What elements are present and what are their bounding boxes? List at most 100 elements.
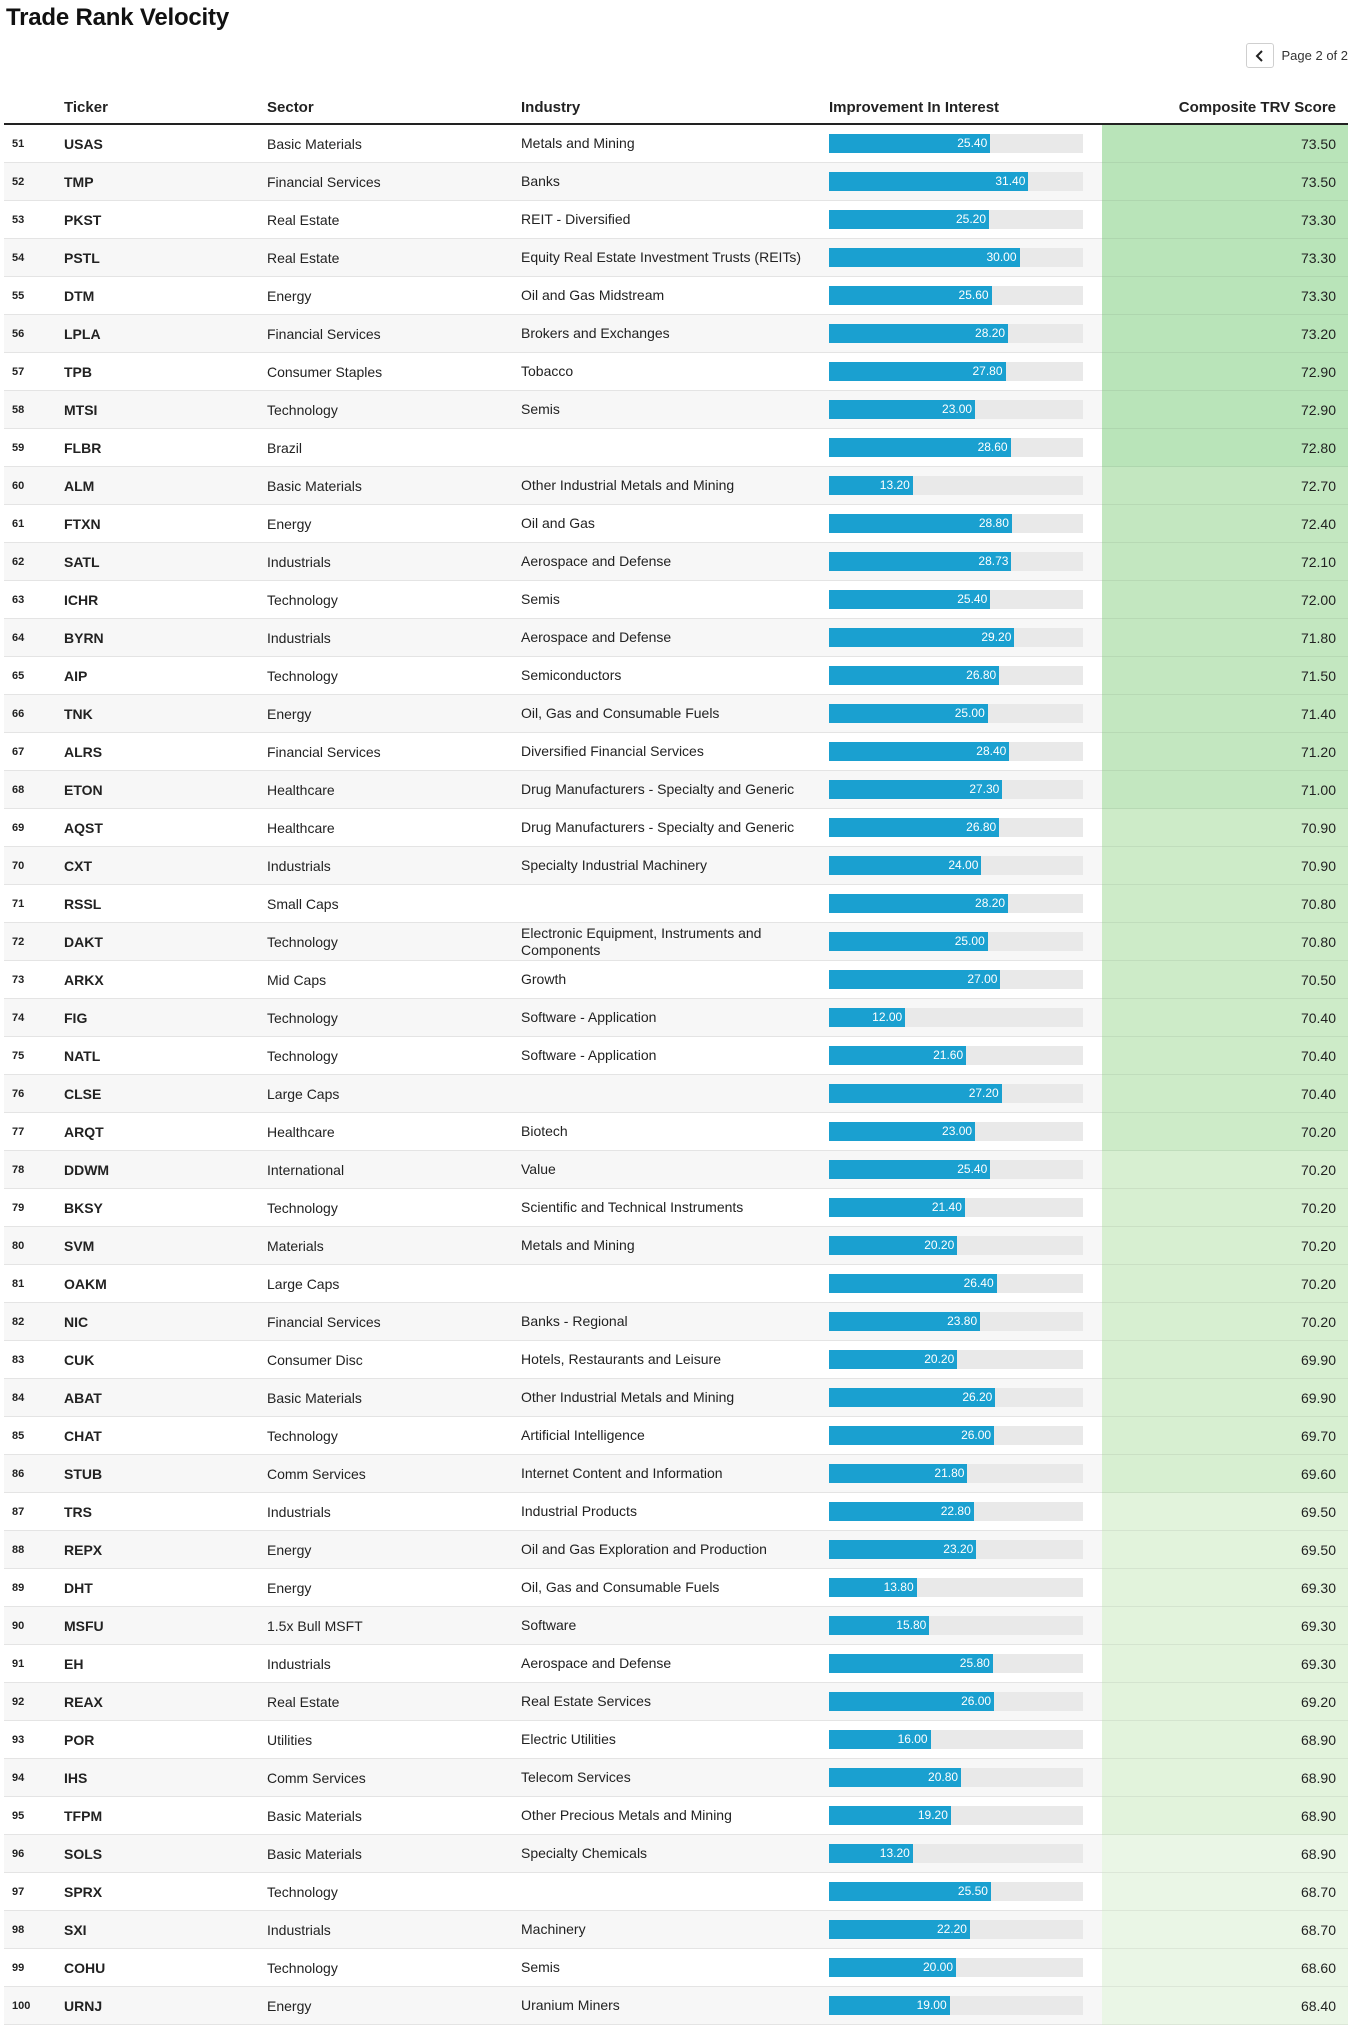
table-row[interactable]: 95 TFPM Basic Materials Other Precious Meta… [4, 1796, 1348, 1835]
table-row[interactable]: 66 TNK Energy Oil, Gas and Consumable Fuels… [4, 694, 1348, 733]
table-row[interactable]: 62 SATL Industrials Aerospace and Defense 28… [4, 542, 1348, 581]
ticker-cell[interactable]: BKSY [64, 1188, 267, 1227]
ticker-cell[interactable]: MSFU [64, 1606, 267, 1645]
ticker-cell[interactable]: DTM [64, 276, 267, 315]
ticker-cell[interactable]: MTSI [64, 390, 267, 429]
table-row[interactable]: 99 COHU Technology Semis 20.00 68.60 [4, 1948, 1348, 1987]
table-row[interactable]: 56 LPLA Financial Services Brokers and Exch… [4, 314, 1348, 353]
ticker-cell[interactable]: URNJ [64, 1986, 267, 2025]
table-row[interactable]: 93 POR Utilities Electric Utilities 16.00 68.… [4, 1720, 1348, 1759]
ticker-cell[interactable]: TFPM [64, 1796, 267, 1835]
table-row[interactable]: 76 CLSE Large Caps 27.20 70.40 [4, 1074, 1348, 1113]
table-row[interactable]: 94 IHS Comm Services Telecom Services 20.80 6… [4, 1758, 1348, 1797]
table-row[interactable]: 59 FLBR Brazil 28.60 72.80 [4, 428, 1348, 467]
table-row[interactable]: 79 BKSY Technology Scientific and Technical… [4, 1188, 1348, 1227]
table-row[interactable]: 81 OAKM Large Caps 26.40 70.20 [4, 1264, 1348, 1303]
table-row[interactable]: 87 TRS Industrials Industrial Products 22.80… [4, 1492, 1348, 1531]
column-header-ticker[interactable]: Ticker [64, 92, 267, 125]
ticker-cell[interactable]: CLSE [64, 1074, 267, 1113]
prev-page-button[interactable] [1245, 43, 1274, 68]
table-row[interactable]: 63 ICHR Technology Semis 25.40 72.00 [4, 580, 1348, 619]
ticker-cell[interactable]: STUB [64, 1454, 267, 1493]
ticker-cell[interactable]: ARKX [64, 960, 267, 999]
table-row[interactable]: 68 ETON Healthcare Drug Manufacturers - Spe… [4, 770, 1348, 809]
ticker-cell[interactable]: ABAT [64, 1378, 267, 1417]
table-row[interactable]: 92 REAX Real Estate Real Estate Services 26.… [4, 1682, 1348, 1721]
column-header-improvement[interactable]: Improvement In Interest [829, 92, 1102, 125]
ticker-cell[interactable]: REAX [64, 1682, 267, 1721]
ticker-cell[interactable]: CHAT [64, 1416, 267, 1455]
ticker-cell[interactable]: LPLA [64, 314, 267, 353]
ticker-cell[interactable]: NATL [64, 1036, 267, 1075]
column-header-score[interactable]: Composite TRV Score [1102, 92, 1348, 125]
table-row[interactable]: 53 PKST Real Estate REIT - Diversified 25.20… [4, 200, 1348, 239]
table-row[interactable]: 58 MTSI Technology Semis 23.00 72.90 [4, 390, 1348, 429]
table-row[interactable]: 89 DHT Energy Oil, Gas and Consumable Fuels… [4, 1568, 1348, 1607]
table-row[interactable]: 75 NATL Technology Software - Application 21… [4, 1036, 1348, 1075]
ticker-cell[interactable]: EH [64, 1644, 267, 1683]
table-row[interactable]: 85 CHAT Technology Artificial Intelligence 2… [4, 1416, 1348, 1455]
table-row[interactable]: 72 DAKT Technology Electronic Equipment, In… [4, 922, 1348, 961]
table-row[interactable]: 80 SVM Materials Metals and Mining 20.20 70.2… [4, 1226, 1348, 1265]
ticker-cell[interactable]: USAS [64, 124, 267, 163]
table-row[interactable]: 67 ALRS Financial Services Diversified Fina… [4, 732, 1348, 771]
table-row[interactable]: 70 CXT Industrials Specialty Industrial Mac… [4, 846, 1348, 885]
table-row[interactable]: 69 AQST Healthcare Drug Manufacturers - Spe… [4, 808, 1348, 847]
table-row[interactable]: 65 AIP Technology Semiconductors 26.80 71.50 [4, 656, 1348, 695]
table-row[interactable]: 78 DDWM International Value 25.40 70.20 [4, 1150, 1348, 1189]
table-row[interactable]: 86 STUB Comm Services Internet Content and … [4, 1454, 1348, 1493]
ticker-cell[interactable]: DDWM [64, 1150, 267, 1189]
ticker-cell[interactable]: SOLS [64, 1834, 267, 1873]
table-row[interactable]: 77 ARQT Healthcare Biotech 23.00 70.20 [4, 1112, 1348, 1151]
ticker-cell[interactable]: AIP [64, 656, 267, 695]
table-row[interactable]: 97 SPRX Technology 25.50 68.70 [4, 1872, 1348, 1911]
table-row[interactable]: 74 FIG Technology Software - Application 12.… [4, 998, 1348, 1037]
table-row[interactable]: 64 BYRN Industrials Aerospace and Defense 29… [4, 618, 1348, 657]
ticker-cell[interactable]: DHT [64, 1568, 267, 1607]
table-row[interactable]: 100 URNJ Energy Uranium Miners 19.00 68.40 [4, 1986, 1348, 2025]
table-row[interactable]: 91 EH Industrials Aerospace and Defense 25.8… [4, 1644, 1348, 1683]
ticker-cell[interactable]: AQST [64, 808, 267, 847]
ticker-cell[interactable]: PSTL [64, 238, 267, 277]
ticker-cell[interactable]: CUK [64, 1340, 267, 1379]
table-row[interactable]: 88 REPX Energy Oil and Gas Exploration and … [4, 1530, 1348, 1569]
column-header-industry[interactable]: Industry [521, 92, 829, 125]
table-row[interactable]: 90 MSFU 1.5x Bull MSFT Software 15.80 69.30 [4, 1606, 1348, 1645]
table-row[interactable]: 98 SXI Industrials Machinery 22.20 68.70 [4, 1910, 1348, 1949]
ticker-cell[interactable]: TRS [64, 1492, 267, 1531]
ticker-cell[interactable]: BYRN [64, 618, 267, 657]
ticker-cell[interactable]: ICHR [64, 580, 267, 619]
ticker-cell[interactable]: NIC [64, 1302, 267, 1341]
ticker-cell[interactable]: RSSL [64, 884, 267, 923]
table-row[interactable]: 96 SOLS Basic Materials Specialty Chemicals… [4, 1834, 1348, 1873]
ticker-cell[interactable]: TPB [64, 352, 267, 391]
table-row[interactable]: 55 DTM Energy Oil and Gas Midstream 25.60 73.… [4, 276, 1348, 315]
table-row[interactable]: 60 ALM Basic Materials Other Industrial Met… [4, 466, 1348, 505]
table-row[interactable]: 57 TPB Consumer Staples Tobacco 27.80 72.90 [4, 352, 1348, 391]
ticker-cell[interactable]: ARQT [64, 1112, 267, 1151]
ticker-cell[interactable]: SVM [64, 1226, 267, 1265]
table-row[interactable]: 61 FTXN Energy Oil and Gas 28.80 72.40 [4, 504, 1348, 543]
ticker-cell[interactable]: CXT [64, 846, 267, 885]
ticker-cell[interactable]: PKST [64, 200, 267, 239]
ticker-cell[interactable]: TNK [64, 694, 267, 733]
table-row[interactable]: 52 TMP Financial Services Banks 31.40 73.50 [4, 162, 1348, 201]
table-row[interactable]: 84 ABAT Basic Materials Other Industrial Me… [4, 1378, 1348, 1417]
table-row[interactable]: 73 ARKX Mid Caps Growth 27.00 70.50 [4, 960, 1348, 999]
column-header-sector[interactable]: Sector [267, 92, 521, 125]
ticker-cell[interactable]: OAKM [64, 1264, 267, 1303]
ticker-cell[interactable]: SATL [64, 542, 267, 581]
ticker-cell[interactable]: SPRX [64, 1872, 267, 1911]
table-row[interactable]: 54 PSTL Real Estate Equity Real Estate Inve… [4, 238, 1348, 277]
ticker-cell[interactable]: ETON [64, 770, 267, 809]
ticker-cell[interactable]: ALRS [64, 732, 267, 771]
ticker-cell[interactable]: POR [64, 1720, 267, 1759]
ticker-cell[interactable]: IHS [64, 1758, 267, 1797]
ticker-cell[interactable]: SXI [64, 1910, 267, 1949]
table-row[interactable]: 83 CUK Consumer Disc Hotels, Restaurants an… [4, 1340, 1348, 1379]
table-row[interactable]: 82 NIC Financial Services Banks - Regional 2… [4, 1302, 1348, 1341]
table-row[interactable]: 71 RSSL Small Caps 28.20 70.80 [4, 884, 1348, 923]
ticker-cell[interactable]: FIG [64, 998, 267, 1037]
ticker-cell[interactable]: TMP [64, 162, 267, 201]
ticker-cell[interactable]: FTXN [64, 504, 267, 543]
